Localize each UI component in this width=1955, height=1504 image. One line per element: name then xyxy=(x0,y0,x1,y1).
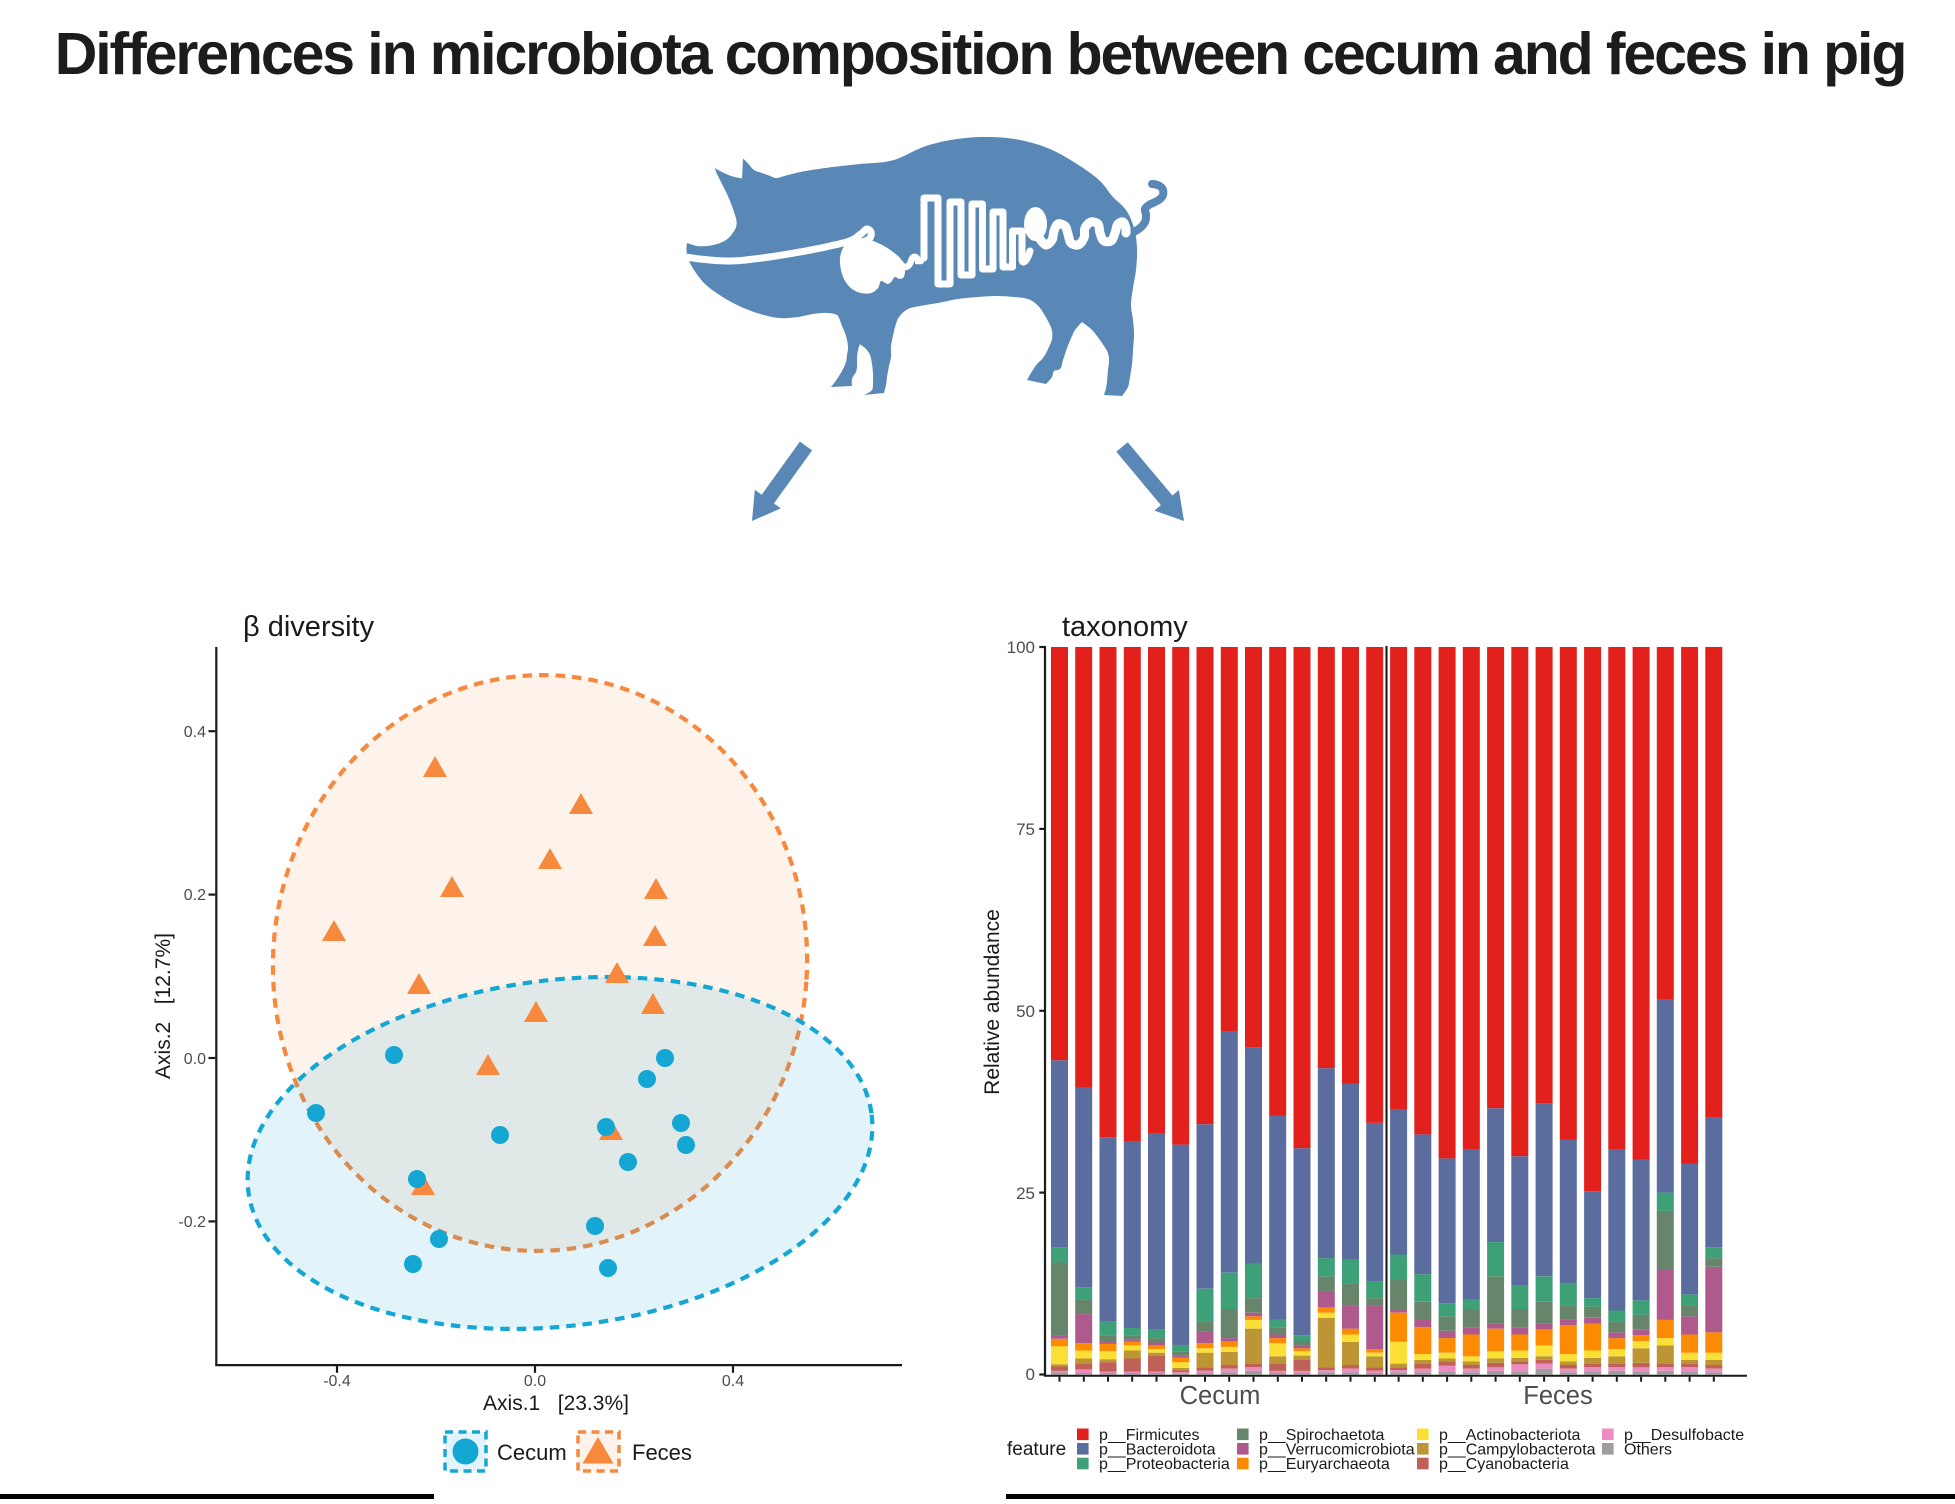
svg-text:0.4: 0.4 xyxy=(722,1373,744,1390)
svg-text:0.0: 0.0 xyxy=(524,1373,546,1390)
svg-text:50: 50 xyxy=(1016,1002,1035,1021)
svg-text:25: 25 xyxy=(1016,1184,1035,1203)
svg-text:-0.2: -0.2 xyxy=(178,1214,206,1231)
svg-text:p__Euryarchaeota: p__Euryarchaeota xyxy=(1259,1456,1390,1473)
svg-text:Cecum: Cecum xyxy=(1180,1382,1261,1410)
svg-text:0.0: 0.0 xyxy=(184,1051,206,1068)
svg-text:p__Firmicutes: p__Firmicutes xyxy=(1099,1427,1199,1444)
svg-text:p__Bacteroidota: p__Bacteroidota xyxy=(1099,1441,1216,1458)
svg-text:β diversity: β diversity xyxy=(243,611,375,643)
svg-text:p__Desulfobacte: p__Desulfobacte xyxy=(1624,1427,1744,1444)
svg-text:Relative abundance: Relative abundance xyxy=(981,909,1004,1095)
svg-text:p__Campylobacterota: p__Campylobacterota xyxy=(1439,1441,1596,1458)
svg-text:feature: feature xyxy=(1007,1439,1066,1460)
svg-text:Differences in microbiota comp: Differences in microbiota composition be… xyxy=(55,21,1906,87)
svg-text:p__Verrucomicrobiota: p__Verrucomicrobiota xyxy=(1259,1441,1415,1458)
svg-text:Feces: Feces xyxy=(632,1440,692,1465)
svg-text:100: 100 xyxy=(1007,638,1035,657)
svg-text:0.2: 0.2 xyxy=(184,887,206,904)
svg-text:Cecum: Cecum xyxy=(497,1440,567,1465)
svg-text:Others: Others xyxy=(1624,1441,1672,1458)
svg-text:Axis.1 [23.3%]: Axis.1 [23.3%] xyxy=(483,1392,629,1415)
svg-text:0.4: 0.4 xyxy=(184,724,206,741)
svg-text:p__Spirochaetota: p__Spirochaetota xyxy=(1259,1427,1385,1444)
svg-text:0: 0 xyxy=(1026,1365,1035,1384)
svg-text:75: 75 xyxy=(1016,820,1035,839)
svg-text:Axis.2 [12.7%]: Axis.2 [12.7%] xyxy=(152,933,175,1079)
svg-text:p__Actinobacteriota: p__Actinobacteriota xyxy=(1439,1427,1581,1444)
svg-text:-0.4: -0.4 xyxy=(323,1373,351,1390)
svg-text:taxonomy: taxonomy xyxy=(1062,611,1188,643)
svg-text:Feces: Feces xyxy=(1523,1382,1592,1410)
svg-text:p__Proteobacteria: p__Proteobacteria xyxy=(1099,1456,1230,1473)
svg-text:p__Cyanobacteria: p__Cyanobacteria xyxy=(1439,1456,1569,1473)
